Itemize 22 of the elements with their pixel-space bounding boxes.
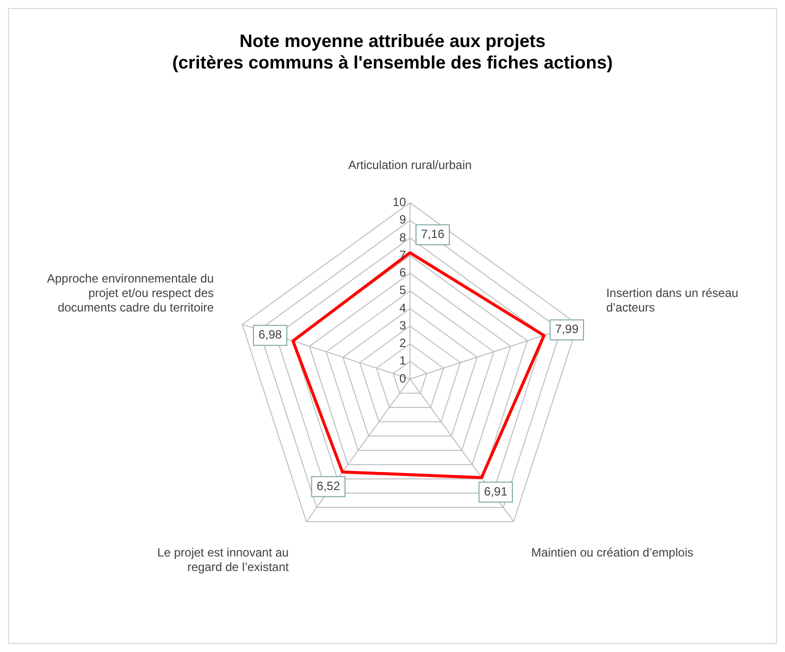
spoke-label: Approche environnementale du projet et/ou respect des documents cadre du territoire <box>47 272 214 314</box>
data-label: 7,99 <box>555 322 579 336</box>
y-tick-label: 2 <box>399 336 406 350</box>
spoke-label: Articulation rural/urbain <box>348 158 472 172</box>
y-tick-label: 6 <box>399 266 406 280</box>
spoke-label: Maintien ou création d’emplois <box>531 545 694 560</box>
y-tick-label: 5 <box>399 283 406 298</box>
y-tick-label: 10 <box>392 194 406 209</box>
data-label: 7,16 <box>421 227 445 242</box>
data-label: 6,91 <box>484 484 508 498</box>
spoke-label: Insertion dans un réseau d’acteurs <box>606 286 738 314</box>
y-tick-label: 3 <box>399 318 406 332</box>
y-tick-label: 4 <box>399 300 406 315</box>
data-label: 6,98 <box>258 328 282 342</box>
y-tick-label: 9 <box>399 212 406 227</box>
y-tick-label: 8 <box>399 230 406 244</box>
chart-subtitle: (critères communs à l'ensemble des fiches actions) <box>172 52 613 72</box>
chart-title: Note moyenne attribuée aux projets <box>239 30 546 51</box>
spoke-label: Le projet est innovant au regard de l’existant <box>157 545 290 574</box>
y-tick-label: 0 <box>399 371 406 386</box>
data-label: 6,52 <box>316 478 340 493</box>
y-tick-label: 1 <box>399 354 406 368</box>
